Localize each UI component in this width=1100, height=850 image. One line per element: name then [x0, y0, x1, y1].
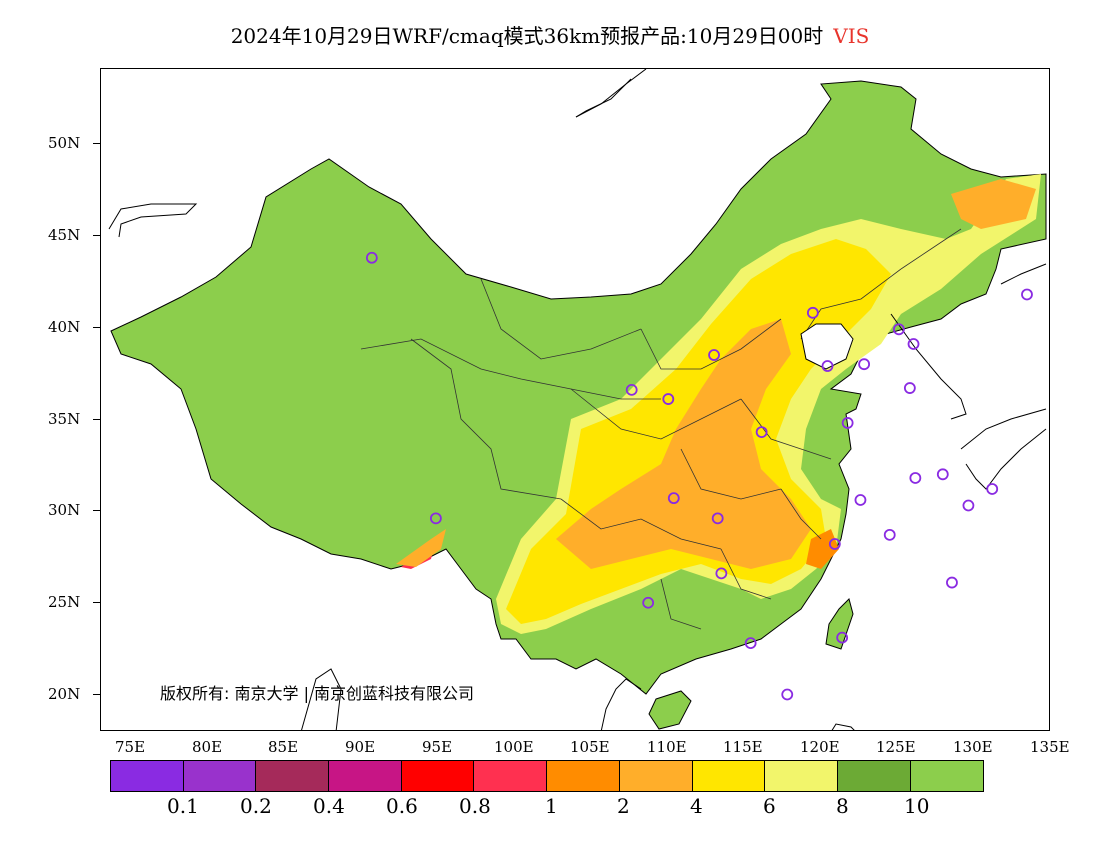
- station-marker: [821, 360, 834, 372]
- lat-tick: [93, 510, 100, 511]
- station-marker: [429, 512, 442, 525]
- lat-tick: [93, 235, 100, 236]
- lat-label-40n: 40N: [48, 318, 81, 336]
- legend-swatch: [256, 761, 330, 791]
- station-marker: [903, 382, 916, 394]
- lon-label-135e: 135E: [1030, 738, 1070, 756]
- legend-label: 1: [545, 794, 558, 818]
- lon-label-110e: 110E: [647, 738, 687, 756]
- station-marker: [909, 472, 922, 484]
- copyright-text: 版权所有: 南京大学 | 南京创蓝科技有限公司: [160, 684, 475, 703]
- lon-label-100e: 100E: [494, 738, 534, 756]
- lat-label-30n: 30N: [48, 501, 81, 519]
- station-marker: [715, 567, 728, 580]
- legend-swatch: [547, 761, 620, 791]
- lat-tick: [93, 327, 100, 328]
- station-marker: [744, 637, 757, 650]
- vis-6-tibet: [396, 529, 446, 567]
- hainan-island: [648, 690, 692, 730]
- station-marker: [708, 349, 720, 361]
- lon-label-90e: 90E: [345, 738, 376, 756]
- vis-4-zone: [556, 319, 811, 569]
- lon-label-75e: 75E: [115, 738, 146, 756]
- legend-label: 0.1: [167, 794, 199, 818]
- lon-label-80e: 80E: [192, 738, 223, 756]
- station-marker: [892, 323, 905, 336]
- legend-swatch: [765, 761, 838, 791]
- station-marker: [858, 358, 871, 371]
- station-marker: [1021, 288, 1033, 301]
- map-panel: [100, 68, 1050, 731]
- legend-label: 0.4: [313, 794, 345, 818]
- lon-label-130e: 130E: [953, 738, 993, 756]
- bohai-sea: [800, 323, 854, 370]
- station-marker: [962, 499, 975, 512]
- station-marker: [936, 468, 949, 481]
- legend-swatch: [329, 761, 402, 791]
- station-markers: [365, 251, 1033, 701]
- lat-tick: [93, 143, 100, 144]
- legend-swatch: [837, 761, 911, 791]
- legend-label: 2: [617, 794, 630, 818]
- station-marker: [907, 338, 920, 350]
- station-marker: [828, 538, 841, 550]
- title-text: 2024年10月29日WRF/cmaq模式36km预报产品:10月29日00时: [230, 24, 824, 48]
- lon-label-125e: 125E: [876, 738, 916, 756]
- station-marker: [642, 596, 655, 609]
- legend-label: 0.8: [459, 794, 491, 818]
- taiwan-island: [825, 598, 854, 650]
- lon-label-85e: 85E: [268, 738, 299, 756]
- lat-label-35n: 35N: [48, 410, 81, 428]
- lon-label-120e: 120E: [800, 738, 840, 756]
- lat-label-45n: 45N: [48, 226, 81, 244]
- lon-label-105e: 105E: [570, 738, 610, 756]
- station-marker: [711, 512, 724, 525]
- station-marker: [781, 688, 794, 701]
- legend-swatch: [619, 761, 693, 791]
- station-marker: [986, 483, 999, 495]
- legend-swatch: [692, 761, 766, 791]
- vis-4-zone-ne: [951, 179, 1036, 229]
- station-marker: [625, 383, 638, 396]
- lat-tick: [93, 419, 100, 420]
- legend-color-bar: [110, 760, 985, 792]
- station-marker: [755, 426, 768, 438]
- station-marker: [365, 251, 378, 264]
- lat-tick: [93, 602, 100, 603]
- legend-swatch: [474, 761, 548, 791]
- station-marker: [806, 306, 819, 319]
- lat-label-25n: 25N: [48, 593, 81, 611]
- title-variable: VIS: [833, 24, 870, 48]
- legend-label: 4: [690, 794, 703, 818]
- lon-label-115e: 115E: [723, 738, 763, 756]
- station-marker: [841, 417, 854, 429]
- legend-swatch: [111, 761, 184, 791]
- foreign-coastlines: [108, 69, 1047, 730]
- lat-tick: [93, 694, 100, 695]
- lat-label-20n: 20N: [48, 685, 81, 703]
- legend-label: 0.6: [386, 794, 418, 818]
- map-title: 2024年10月29日WRF/cmaq模式36km预报产品:10月29日00时 V…: [0, 20, 1100, 49]
- lat-label-50n: 50N: [48, 134, 81, 152]
- legend-label: 6: [763, 794, 776, 818]
- vis-2-zone: [806, 529, 839, 569]
- legend-label: 10: [904, 794, 930, 818]
- lon-label-95e: 95E: [422, 738, 453, 756]
- legend-label: 8: [836, 794, 849, 818]
- legend-swatch: [401, 761, 475, 791]
- station-marker: [662, 393, 675, 405]
- station-marker: [854, 494, 867, 506]
- legend-swatch: [183, 761, 257, 791]
- legend-label: 0.2: [240, 794, 272, 818]
- china-visibility-map: [108, 69, 1047, 730]
- legend-swatch: [910, 761, 984, 791]
- station-marker: [836, 631, 849, 644]
- station-marker: [946, 576, 958, 589]
- station-marker: [667, 492, 680, 505]
- province-boundaries: [360, 228, 962, 630]
- station-marker: [883, 528, 896, 541]
